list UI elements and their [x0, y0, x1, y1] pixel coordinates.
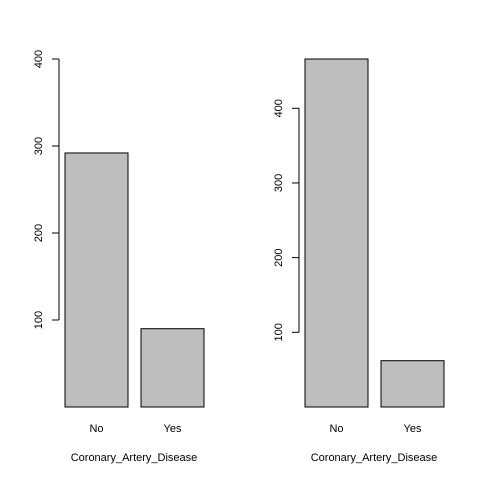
bar-yes [140, 328, 205, 408]
y-tick-label-100: 100 [273, 323, 285, 341]
bar-no [304, 58, 369, 408]
y-tick-label-200: 200 [33, 224, 45, 242]
x-tick-label-yes: Yes [404, 423, 422, 435]
y-tick-label-100: 100 [33, 311, 45, 329]
x-axis-title: Coronary_Artery_Disease [71, 452, 198, 464]
x-tick-label-no: No [329, 423, 343, 435]
y-tick-label-200: 200 [273, 248, 285, 266]
right-bar-chart: No Yes 100 200 300 400 Coronary_Artery_Disease [273, 58, 445, 464]
x-tick-label-no: No [89, 423, 103, 435]
bar-yes [380, 360, 445, 408]
y-tick-label-300: 300 [273, 174, 285, 192]
y-tick-label-400: 400 [273, 99, 285, 117]
left-bar-chart: No Yes 100 200 300 400 Coronary_Artery_Disease [33, 50, 205, 464]
y-tick-label-400: 400 [33, 50, 45, 68]
bar-no [64, 152, 129, 408]
x-axis-title: Coronary_Artery_Disease [311, 452, 438, 464]
y-tick-label-300: 300 [33, 137, 45, 155]
x-tick-label-yes: Yes [164, 423, 182, 435]
